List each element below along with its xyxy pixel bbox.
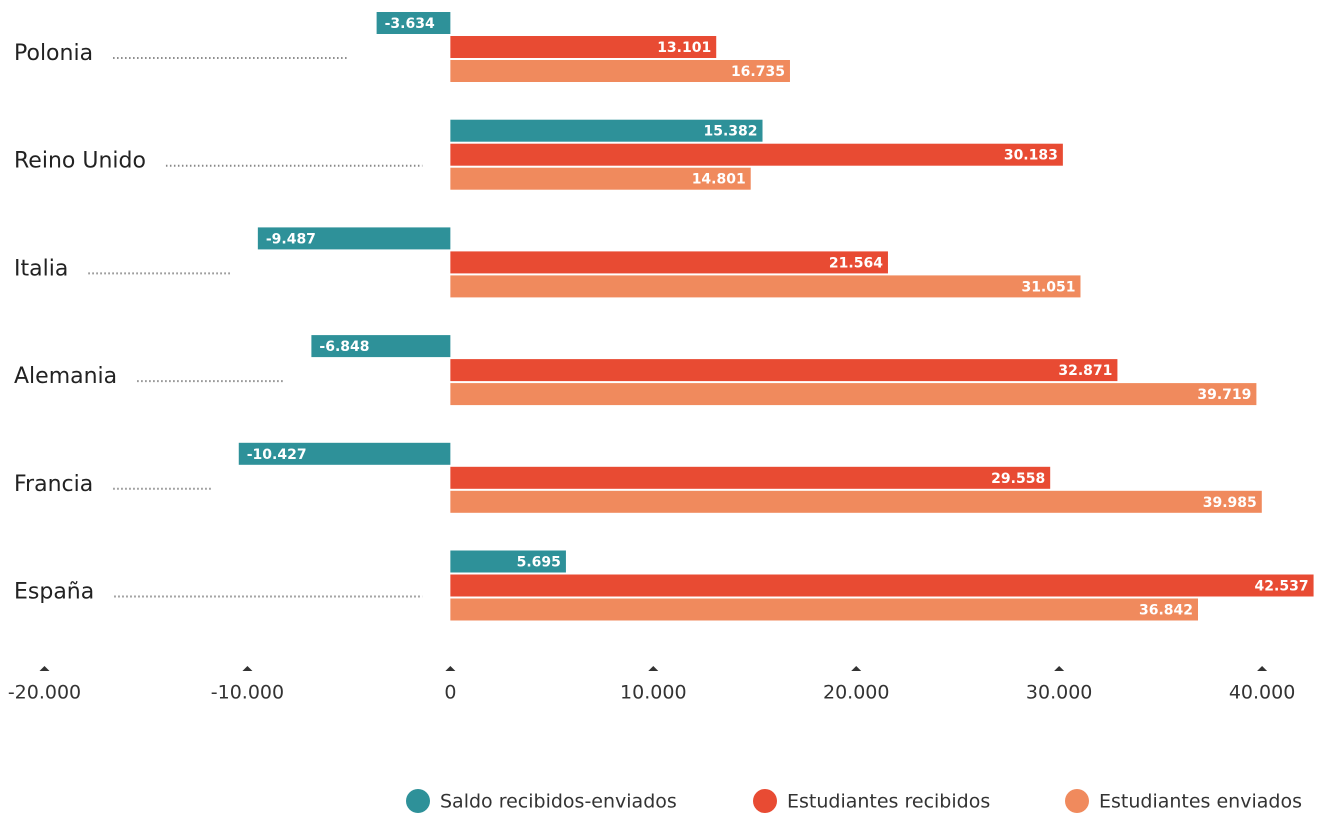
bar (257, 227, 451, 250)
value-label: 31.051 (1021, 279, 1075, 295)
x-tick-label: -20.000 (8, 682, 81, 704)
tick-mark (851, 666, 862, 671)
x-tick-label: 10.000 (620, 682, 686, 704)
bar (450, 574, 1314, 597)
x-tick-label: 30.000 (1026, 682, 1092, 704)
bar (450, 251, 888, 274)
value-label: -9.487 (266, 231, 316, 247)
value-label: -10.427 (247, 447, 307, 463)
legend-label: Saldo recibidos-enviados (440, 791, 677, 813)
bar (450, 36, 717, 58)
legend-label: Estudiantes recibidos (787, 791, 990, 813)
bar (450, 167, 751, 190)
legend-swatch (1065, 789, 1089, 813)
legend-swatch (406, 789, 430, 813)
value-label: 29.558 (991, 471, 1045, 487)
bar (450, 383, 1257, 406)
bar (311, 335, 451, 358)
x-tick-label: 0 (444, 682, 456, 704)
category-label: Italia (14, 256, 68, 281)
bar (376, 12, 451, 34)
bar (450, 275, 1081, 298)
value-label: 30.183 (1004, 148, 1058, 164)
category-label: Francia (14, 472, 93, 497)
x-tick-label: -10.000 (211, 682, 284, 704)
value-label: 15.382 (703, 124, 757, 140)
value-label: 36.842 (1139, 603, 1193, 619)
category-label: España (14, 580, 94, 605)
bar (450, 359, 1118, 382)
legend-swatch (753, 789, 777, 813)
tick-mark (242, 666, 253, 671)
bar (450, 60, 790, 82)
value-label: 32.871 (1058, 363, 1112, 379)
bar (450, 119, 763, 142)
category-label: Reino Unido (14, 149, 146, 174)
category-label: Alemania (14, 364, 117, 389)
bar (450, 550, 566, 573)
tick-mark (39, 666, 50, 671)
bar (450, 466, 1051, 489)
legend-label: Estudiantes enviados (1099, 791, 1302, 813)
value-label: 14.801 (692, 172, 746, 188)
bar (450, 143, 1063, 166)
value-label: -6.848 (319, 339, 369, 355)
category-label: Polonia (14, 41, 93, 66)
bar (450, 598, 1199, 621)
tick-mark (1257, 666, 1268, 671)
value-label: 42.537 (1255, 579, 1309, 595)
bar (238, 442, 451, 465)
tick-mark (445, 666, 456, 671)
value-label: -3.634 (385, 16, 435, 32)
value-label: 16.735 (731, 64, 785, 80)
value-label: 39.719 (1197, 387, 1251, 403)
value-label: 39.985 (1203, 495, 1257, 511)
value-label: 21.564 (829, 255, 883, 271)
value-label: 13.101 (657, 40, 711, 56)
x-tick-label: 40.000 (1229, 682, 1295, 704)
tick-mark (1054, 666, 1065, 671)
value-label: 5.695 (517, 555, 561, 571)
bar (450, 490, 1262, 513)
x-tick-label: 20.000 (823, 682, 889, 704)
tick-mark (648, 666, 659, 671)
